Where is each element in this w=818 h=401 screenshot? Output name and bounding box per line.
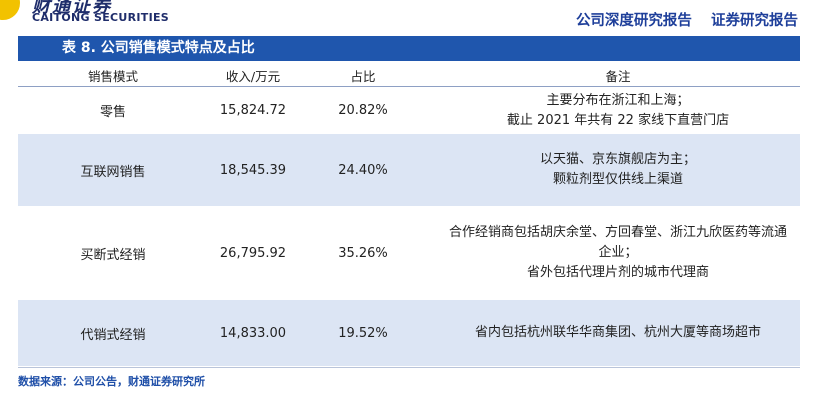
- note-line: 颗粒剂型仅供线上渠道: [552, 172, 683, 187]
- note-line: 以天猫、京东旗舰店为主；: [539, 152, 696, 167]
- cell-share: 19.52%: [338, 325, 388, 341]
- cell-mode: 零售: [99, 105, 126, 120]
- note-line: 省外包括代理片剂的城市代理商: [526, 265, 709, 280]
- table-row: 代销式经销 14,833.00 19.52% 省内包括杭州联华华商集团、杭州大厦…: [18, 300, 800, 366]
- cell-notes: 合作经销商包括胡庆余堂、方回春堂、浙江九欣医药等流通 企业； 省外包括代理片剂的…: [413, 206, 818, 300]
- page-header: 财通证券 CAITONG SECURITIES 公司深度研究报告 证券研究报告: [0, 0, 818, 36]
- cell-revenue: 14,833.00: [219, 325, 287, 341]
- cell-share: 20.82%: [338, 103, 388, 118]
- cell-notes: 主要分布在浙江和上海； 截止 2021 年共有 22 家线下直营门店: [413, 87, 818, 134]
- table-title: 表 8. 公司销售模式特点及占比: [18, 36, 800, 61]
- cell-notes: 省内包括杭州联华华商集团、杭州大厦等商场超市: [413, 300, 818, 366]
- column-header-share: 占比: [350, 69, 376, 84]
- logo-chinese-name: 财通证券: [32, 0, 112, 17]
- note-line: 省内包括杭州联华华商集团、杭州大厦等商场超市: [474, 325, 761, 340]
- note-line: 合作经销商包括胡庆余堂、方回春堂、浙江九欣医药等流通: [448, 225, 787, 240]
- cell-revenue: 15,824.72: [219, 103, 287, 118]
- column-header-notes: 备注: [605, 69, 631, 84]
- report-type-securities-research: 证券研究报告: [711, 13, 798, 29]
- table-row: 零售 15,824.72 20.82% 主要分布在浙江和上海； 截止 2021 …: [18, 87, 800, 134]
- report-type-deep-research: 公司深度研究报告: [575, 13, 692, 29]
- column-header-revenue: 收入/万元: [225, 69, 281, 84]
- cell-revenue: 26,795.92: [219, 245, 287, 261]
- note-line: 主要分布在浙江和上海；: [546, 92, 690, 108]
- note-line: 企业；: [598, 245, 638, 260]
- note-line: 截止 2021 年共有 22 家线下直营门店: [506, 112, 730, 128]
- logo-english-name: CAITONG SECURITIES: [32, 11, 170, 24]
- company-logo-icon: [0, 0, 20, 20]
- cell-mode: 买断式经销: [80, 247, 146, 263]
- table-row: 互联网销售 18,545.39 24.40% 以天猫、京东旗舰店为主； 颗粒剂型…: [18, 134, 800, 206]
- cell-share: 24.40%: [338, 162, 388, 178]
- cell-revenue: 18,545.39: [219, 162, 287, 178]
- report-type-label: 公司深度研究报告 证券研究报告: [576, 9, 798, 30]
- table-header: 销售模式 收入/万元 占比 备注: [18, 61, 800, 87]
- cell-share: 35.26%: [338, 245, 388, 261]
- cell-notes: 以天猫、京东旗舰店为主； 颗粒剂型仅供线上渠道: [413, 134, 818, 206]
- column-header-mode: 销售模式: [87, 69, 138, 84]
- table-bottom-divider: [18, 367, 800, 368]
- table-row: 买断式经销 26,795.92 35.26% 合作经销商包括胡庆余堂、方回春堂、…: [18, 206, 800, 300]
- data-source-note: 数据来源：公司公告，财通证券研究所: [18, 375, 205, 388]
- cell-mode: 互联网销售: [80, 164, 146, 180]
- cell-mode: 代销式经销: [80, 327, 146, 343]
